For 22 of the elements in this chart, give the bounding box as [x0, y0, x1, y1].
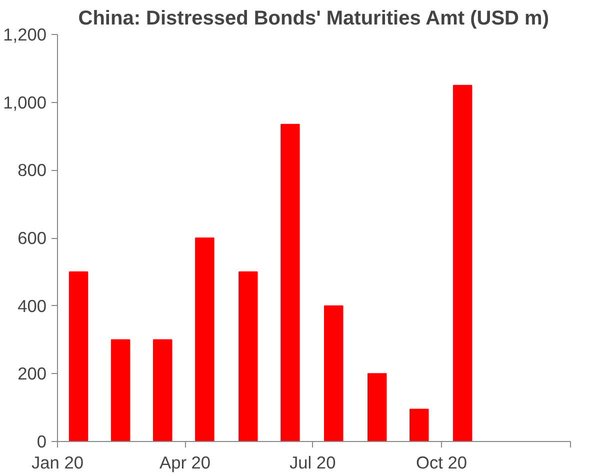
bar	[68, 271, 88, 442]
x-tick-label: Apr 20	[160, 452, 211, 472]
bar	[452, 84, 472, 442]
y-tick-label: 0	[36, 432, 47, 452]
bar	[238, 271, 258, 442]
y-tick-label: 1,200	[3, 24, 47, 44]
x-tick-label: Jul 20	[289, 452, 336, 472]
x-tick-label: Oct 20	[416, 452, 468, 472]
y-tick-label: 600	[18, 228, 47, 248]
bar	[195, 238, 214, 442]
chart-title: China: Distressed Bonds' Maturities Amt (USD m)	[78, 8, 550, 30]
bar	[110, 339, 130, 442]
bar	[153, 339, 172, 442]
bar	[280, 124, 300, 442]
y-tick-label: 400	[18, 296, 47, 316]
y-tick-label: 800	[18, 160, 47, 180]
bar	[324, 305, 344, 442]
y-tick-label: 1,000	[3, 92, 47, 112]
x-tick-label: Jan 20	[31, 452, 84, 472]
bar	[367, 373, 387, 442]
bar	[410, 408, 429, 442]
y-tick-label: 200	[18, 364, 47, 384]
